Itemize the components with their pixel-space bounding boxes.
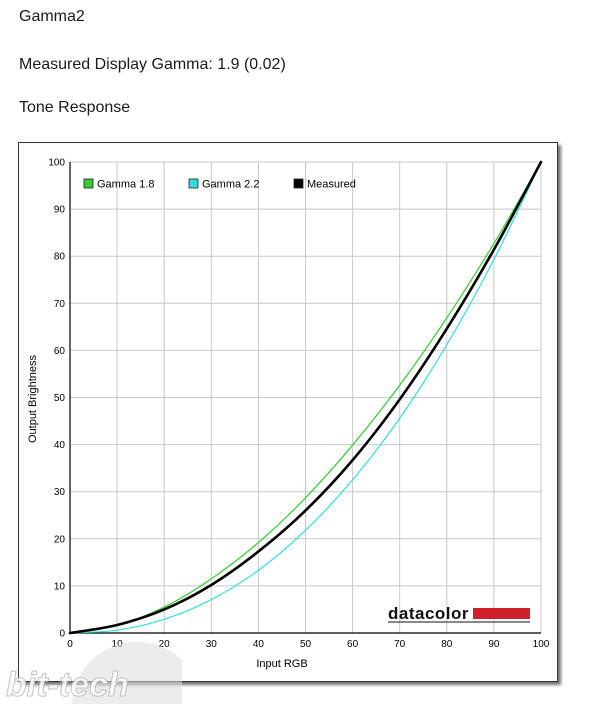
section-title: Tone Response xyxy=(19,99,131,116)
datacolor-logo-bar xyxy=(473,608,530,619)
legend-label: Gamma 1.8 xyxy=(97,179,154,191)
series-line-gamma-2-2 xyxy=(69,161,542,634)
measured-gamma-text: Measured Display Gamma: 1.9 (0.02) xyxy=(19,56,286,73)
y-tick-label: 50 xyxy=(54,393,66,404)
legend-label: Gamma 2.2 xyxy=(202,179,259,191)
legend-swatch xyxy=(188,178,199,189)
y-tick-label: 30 xyxy=(54,487,66,498)
legend-label: Measured xyxy=(307,179,356,191)
datacolor-logo: datacolor xyxy=(388,604,530,623)
legend-swatch xyxy=(293,178,304,189)
chart-legend: Gamma 1.8 Gamma 2.2 Measured xyxy=(83,178,356,191)
chart-ticks: 0 10 20 30 40 50 60 70 80 90 100 0 10 20 30 40 50 60 70 80 9… xyxy=(48,158,549,651)
datacolor-logo-text: datacolor xyxy=(388,604,469,623)
x-tick-label: 90 xyxy=(488,639,500,650)
x-tick-label: 40 xyxy=(253,639,265,650)
x-tick-label: 30 xyxy=(206,639,218,650)
series-line-measured xyxy=(68,160,543,635)
y-tick-label: 80 xyxy=(54,252,66,263)
x-tick-label: 10 xyxy=(112,639,124,650)
y-tick-label: 100 xyxy=(48,158,65,169)
y-tick-label: 0 xyxy=(59,629,65,640)
x-axis-label: Input RGB xyxy=(256,658,307,670)
chart-axes xyxy=(69,162,541,634)
y-tick-label: 60 xyxy=(54,346,66,357)
page-title: Gamma2 xyxy=(19,8,85,25)
y-tick-label: 20 xyxy=(54,534,66,545)
y-tick-label: 70 xyxy=(54,299,66,310)
x-tick-label: 0 xyxy=(67,639,73,650)
chart-grid xyxy=(69,161,542,634)
x-tick-label: 70 xyxy=(394,639,406,650)
x-tick-label: 50 xyxy=(300,639,312,650)
x-tick-label: 20 xyxy=(159,639,171,650)
y-tick-label: 90 xyxy=(54,205,66,216)
x-tick-label: 80 xyxy=(441,639,453,650)
x-tick-label: 60 xyxy=(347,639,359,650)
tone-response-chart: 0 10 20 30 40 50 60 70 80 90 100 0 10 20 30 40 50 60 70 80 9… xyxy=(18,142,558,682)
chart-svg: 0 10 20 30 40 50 60 70 80 90 100 0 10 20 30 40 50 60 70 80 9… xyxy=(27,158,550,671)
series-line-gamma-1-8 xyxy=(69,161,542,634)
y-tick-label: 40 xyxy=(54,440,66,451)
legend-swatch xyxy=(83,178,94,189)
x-tick-label: 100 xyxy=(533,639,550,650)
y-axis-label: Output Brightness xyxy=(27,354,39,443)
chart-series xyxy=(68,160,543,635)
y-tick-label: 10 xyxy=(54,581,66,592)
